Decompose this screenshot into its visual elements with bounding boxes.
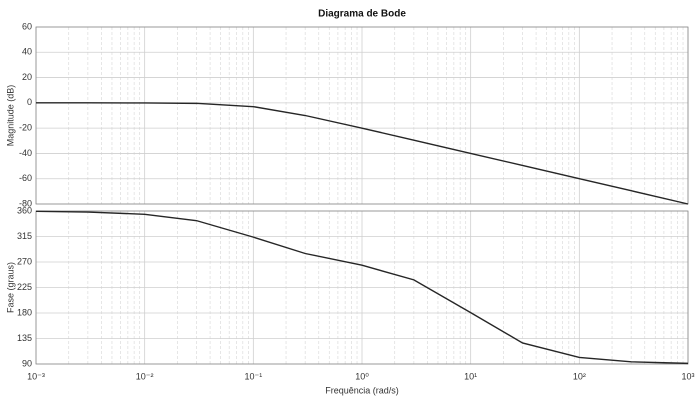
y-tick-label: -80: [19, 198, 32, 208]
y-tick-label: 360: [17, 205, 32, 215]
data-line: [36, 102, 689, 205]
y-tick-label: 315: [17, 231, 32, 241]
y-tick-label: -40: [19, 148, 32, 158]
plot-frame: [35, 26, 689, 205]
plot-frame: [35, 210, 689, 365]
data-line: [35, 210, 689, 365]
x-tick-label: 10⁰: [355, 371, 369, 381]
y-tick-label: 40: [22, 47, 32, 57]
x-axis-label: Frequência (rad/s): [325, 385, 399, 395]
chart-title: Diagrama de Bode: [318, 9, 406, 20]
y-axis-label: Fase (graus): [5, 262, 15, 313]
y-tick-label: 225: [17, 282, 32, 292]
x-tick-label: 10³: [681, 371, 694, 381]
x-tick-label: 10⁻¹: [244, 371, 262, 381]
y-tick-label: 135: [17, 333, 32, 343]
y-tick-label: 20: [22, 72, 32, 82]
x-tick-label: 10²: [573, 371, 586, 381]
y-tick-label: 90: [22, 358, 32, 368]
y-axis-label: Magnitude (dB): [5, 85, 15, 147]
y-tick-label: -20: [19, 123, 32, 133]
y-tick-label: 60: [22, 21, 32, 31]
x-tick-label: 10¹: [464, 371, 477, 381]
y-tick-label: -60: [19, 173, 32, 183]
y-tick-label: 0: [27, 97, 32, 107]
x-tick-label: 10⁻³: [27, 371, 45, 381]
y-tick-label: 270: [17, 256, 32, 266]
x-tick-label: 10⁻²: [136, 371, 154, 381]
y-tick-label: 180: [17, 307, 32, 317]
